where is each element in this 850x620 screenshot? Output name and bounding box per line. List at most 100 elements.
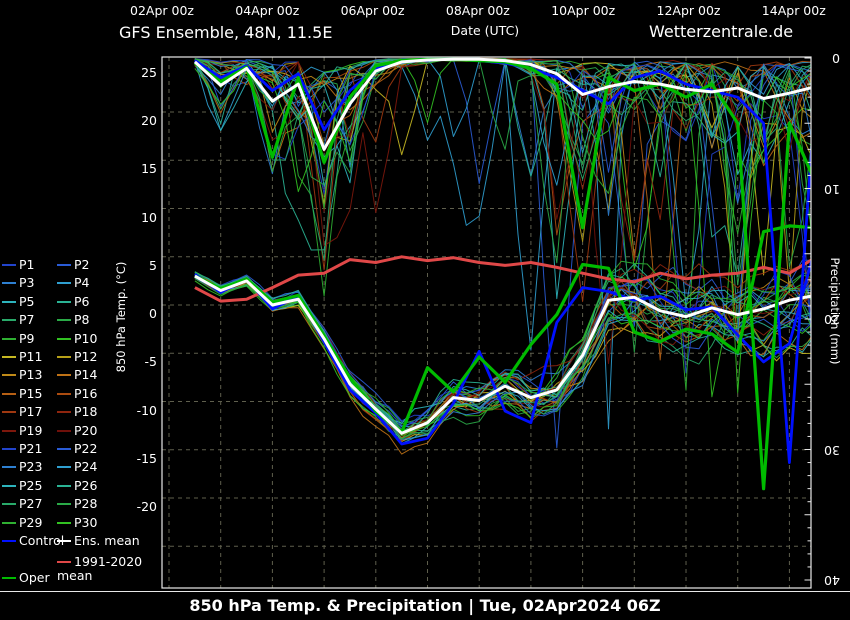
legend-label: P8 bbox=[74, 312, 90, 328]
legend-swatch bbox=[57, 356, 71, 358]
legend-swatch bbox=[57, 484, 71, 487]
x-axis-label: 02Apr 00z bbox=[130, 3, 194, 18]
legend-swatch bbox=[2, 356, 16, 358]
temp-tick-label: -5 bbox=[144, 354, 157, 370]
legend-item-p2: P2 bbox=[57, 257, 90, 275]
x-axis-label: 14Apr 00z bbox=[761, 3, 826, 18]
legend-swatch bbox=[57, 337, 71, 340]
legend-item-p27: P27 bbox=[2, 496, 42, 514]
legend-label: P13 bbox=[19, 367, 43, 383]
legend-item-p22: P22 bbox=[57, 441, 97, 459]
legend-item-p13: P13 bbox=[2, 367, 42, 385]
legend-label: P9 bbox=[19, 330, 35, 346]
legend-swatch bbox=[2, 466, 16, 469]
legend-swatch bbox=[2, 300, 16, 303]
x-axis-label: 12Apr 00z bbox=[656, 3, 721, 18]
legend-swatch bbox=[2, 319, 16, 322]
legend-label: P19 bbox=[19, 422, 43, 438]
legend-item-p8: P8 bbox=[57, 312, 90, 330]
legend-swatch bbox=[57, 540, 71, 542]
temp-tick-label: 15 bbox=[141, 161, 157, 177]
legend-label: P1 bbox=[19, 257, 35, 272]
x-axis-label: 10Apr 00z bbox=[551, 3, 616, 18]
legend-item-p9: P9 bbox=[2, 331, 35, 349]
legend-item-p10: P10 bbox=[57, 331, 97, 349]
legend-item-p26: P26 bbox=[57, 478, 97, 496]
temp-tick-label: -10 bbox=[136, 402, 157, 418]
legend-item-p25: P25 bbox=[2, 478, 42, 496]
legend-swatch bbox=[57, 466, 71, 469]
temp-tick-label: 10 bbox=[141, 209, 157, 225]
legend-label: Control bbox=[19, 533, 65, 548]
legend-label: P12 bbox=[74, 349, 98, 364]
legend-label: P28 bbox=[74, 496, 98, 512]
legend-item-p21: P21 bbox=[2, 441, 42, 459]
legend-item-p24: P24 bbox=[57, 459, 97, 477]
legend-swatch bbox=[2, 411, 16, 414]
legend-label: P26 bbox=[74, 477, 98, 493]
legend-item-p20: P20 bbox=[57, 423, 97, 441]
legend-item-p12: P12 bbox=[57, 349, 97, 367]
legend-label: P5 bbox=[19, 293, 35, 309]
footer-divider bbox=[0, 591, 850, 592]
legend-swatch bbox=[57, 392, 71, 395]
legend-item-p23: P23 bbox=[2, 459, 42, 477]
temp-tick-label: -15 bbox=[136, 450, 157, 466]
x-axis-label: 04Apr 00z bbox=[235, 3, 300, 18]
legend-label: Ens. mean bbox=[74, 533, 140, 548]
legend-swatch bbox=[2, 521, 16, 524]
page-title: GFS Ensemble, 48N, 11.5E bbox=[119, 23, 333, 42]
legend-label: P16 bbox=[74, 385, 98, 401]
legend-item-p19: P19 bbox=[2, 423, 42, 441]
legend-item-climate-mean: 1991-2020 mean bbox=[57, 555, 157, 583]
legend-label: P6 bbox=[74, 293, 90, 309]
legend-swatch bbox=[57, 319, 71, 322]
legend-swatch bbox=[57, 561, 71, 563]
legend-swatch bbox=[57, 448, 71, 450]
legend-swatch bbox=[2, 337, 16, 340]
legend-item-p11: P11 bbox=[2, 349, 42, 367]
chart-footer-title: 850 hPa Temp. & Precipitation | Tue, 02A… bbox=[189, 596, 661, 615]
legend-label: P2 bbox=[74, 257, 90, 272]
legend-item-ens-mean: Ens. mean bbox=[57, 533, 140, 551]
temp-tick-label: 20 bbox=[141, 113, 157, 128]
legend-label: P22 bbox=[74, 441, 98, 456]
legend-swatch bbox=[57, 411, 71, 414]
legend-label: P3 bbox=[19, 275, 35, 291]
legend-label: P11 bbox=[19, 349, 43, 364]
legend-swatch bbox=[2, 264, 16, 266]
temp-tick-label: 0 bbox=[149, 306, 157, 321]
legend-swatch bbox=[57, 300, 71, 303]
legend-item-control: Control bbox=[2, 533, 64, 551]
legend-swatch bbox=[2, 374, 16, 377]
legend-label: P17 bbox=[19, 404, 43, 420]
legend-label: 1991-2020 mean bbox=[57, 554, 143, 583]
legend-swatch bbox=[2, 448, 16, 450]
legend-swatch bbox=[57, 521, 71, 524]
legend-swatch bbox=[2, 429, 16, 432]
legend-label: P29 bbox=[19, 514, 43, 530]
legend-swatch bbox=[57, 282, 71, 285]
legend-swatch bbox=[2, 540, 16, 542]
x-axis-label: 08Apr 00z bbox=[445, 3, 510, 18]
legend-swatch bbox=[57, 264, 71, 266]
legend-label: P10 bbox=[74, 330, 98, 346]
legend-swatch bbox=[57, 374, 71, 377]
legend-label: P25 bbox=[19, 477, 43, 493]
legend-label: P4 bbox=[74, 275, 90, 291]
temp-tick-label: 25 bbox=[141, 64, 157, 80]
legend-swatch bbox=[57, 429, 71, 432]
legend-item-p15: P15 bbox=[2, 386, 42, 404]
legend-swatch bbox=[2, 484, 16, 487]
legend-item-oper: Oper bbox=[2, 570, 50, 588]
legend-label: P15 bbox=[19, 385, 43, 401]
legend-item-p6: P6 bbox=[57, 294, 90, 312]
temp-tick-label: 5 bbox=[149, 257, 157, 273]
legend-item-p7: P7 bbox=[2, 312, 35, 330]
legend-item-p4: P4 bbox=[57, 275, 90, 293]
legend-item-p30: P30 bbox=[57, 515, 97, 533]
legend-item-p16: P16 bbox=[57, 386, 97, 404]
